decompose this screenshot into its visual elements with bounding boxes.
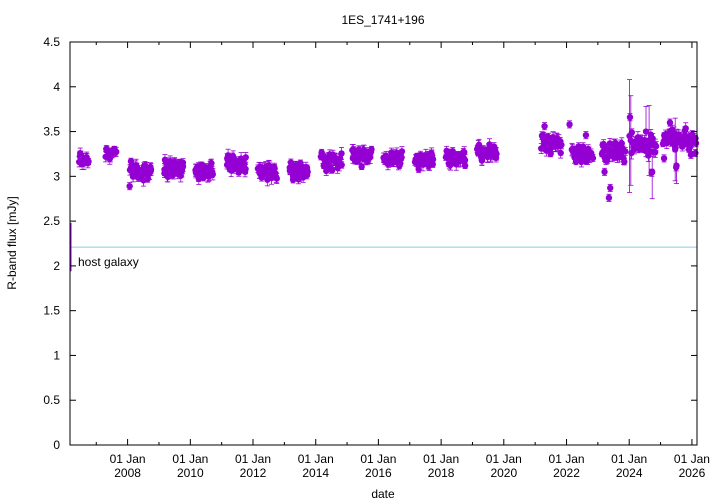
x-tick-label-year: 2014	[302, 466, 329, 480]
data-point-large-error	[642, 128, 650, 135]
y-tick-label: 0.5	[43, 393, 60, 407]
x-tick-label-day: 01 Jan	[172, 452, 208, 466]
data-point	[429, 156, 437, 163]
data-point	[621, 158, 628, 165]
data-point	[338, 161, 345, 169]
y-tick-label: 3.5	[43, 125, 60, 139]
data-point	[558, 141, 565, 149]
y-axis-ticks: 0 0.5 1 1.5 2 2.5 3 3.5 4 4.5	[43, 35, 697, 452]
x-tick-label-year: 2020	[490, 466, 517, 480]
data-point	[652, 143, 660, 150]
data-point	[493, 150, 500, 158]
data-point	[113, 148, 120, 155]
data-point	[179, 159, 187, 166]
axes	[69, 41, 698, 446]
data-point	[589, 154, 597, 162]
data-point	[478, 156, 486, 163]
x-tick-label-day: 01 Jan	[298, 452, 334, 466]
y-tick-label: 4.5	[43, 35, 60, 49]
data-point	[660, 155, 668, 162]
data-point-large-error	[648, 168, 656, 176]
y-tick-label: 1.5	[43, 304, 60, 318]
data-point	[209, 171, 217, 178]
x-tick-label-day: 01 Jan	[235, 452, 271, 466]
data-points	[75, 79, 700, 202]
data-point	[682, 125, 689, 132]
data-point	[415, 166, 422, 173]
data-point	[328, 167, 336, 174]
data-point	[666, 119, 674, 126]
y-tick-label: 4	[53, 80, 60, 94]
data-point	[368, 146, 375, 153]
y-tick-label: 3	[53, 169, 60, 183]
chart-title: 1ES_1741+196	[341, 13, 424, 27]
data-point	[626, 114, 634, 121]
data-point-large-error	[645, 137, 653, 144]
x-tick-label-day: 01 Jan	[549, 452, 585, 466]
data-point	[461, 162, 469, 169]
y-tick-label: 2	[53, 259, 60, 273]
x-tick-label-year: 2024	[616, 466, 643, 480]
data-point	[618, 140, 625, 147]
data-point	[304, 168, 311, 176]
data-point-large-error	[671, 146, 679, 153]
x-tick-label-day: 01 Jan	[486, 452, 522, 466]
data-point	[557, 149, 564, 157]
data-point	[547, 150, 554, 157]
data-point	[622, 148, 629, 155]
y-axis-label: R-band flux [mJy]	[5, 196, 19, 289]
data-point	[461, 156, 469, 164]
x-tick-label-year: 2012	[240, 466, 267, 480]
data-point	[273, 175, 280, 182]
x-tick-label-day: 01 Jan	[360, 452, 396, 466]
data-point	[147, 166, 155, 173]
data-point-large-error	[673, 162, 680, 169]
host-galaxy-label: host galaxy	[78, 255, 139, 269]
y-tick-label: 2.5	[43, 214, 60, 228]
data-point	[358, 163, 365, 170]
data-point	[126, 182, 133, 190]
data-point	[242, 165, 249, 173]
data-point	[541, 122, 548, 130]
x-tick-label-year: 2022	[553, 466, 580, 480]
data-point	[566, 121, 573, 128]
x-axis-label: date	[371, 487, 395, 501]
y-tick-label: 0	[53, 438, 60, 452]
data-point	[692, 149, 699, 157]
data-point	[242, 154, 250, 161]
data-point	[607, 184, 614, 192]
data-point	[398, 148, 406, 155]
data-point	[85, 158, 92, 165]
data-point	[208, 159, 215, 167]
x-tick-label-year: 2018	[428, 466, 455, 480]
data-point	[338, 150, 345, 157]
y-tick-label: 1	[53, 348, 60, 362]
x-tick-label-day: 01 Jan	[611, 452, 647, 466]
data-point-large-error	[627, 137, 635, 144]
plot-frame	[69, 41, 698, 446]
data-point	[605, 194, 613, 202]
data-point	[367, 154, 374, 161]
x-tick-label-year: 2008	[114, 466, 141, 480]
data-point	[461, 148, 468, 156]
host-galaxy-layer: host galaxy	[70, 222, 697, 272]
x-tick-label-year: 2026	[679, 466, 706, 480]
x-tick-label-year: 2010	[177, 466, 204, 480]
x-tick-label-day: 01 Jan	[110, 452, 146, 466]
data-point	[582, 131, 590, 139]
x-tick-label-day: 01 Jan	[423, 452, 459, 466]
data-point	[601, 168, 608, 176]
x-tick-label-day: 01 Jan	[674, 452, 710, 466]
data-point	[692, 140, 700, 147]
x-tick-label-year: 2016	[365, 466, 392, 480]
